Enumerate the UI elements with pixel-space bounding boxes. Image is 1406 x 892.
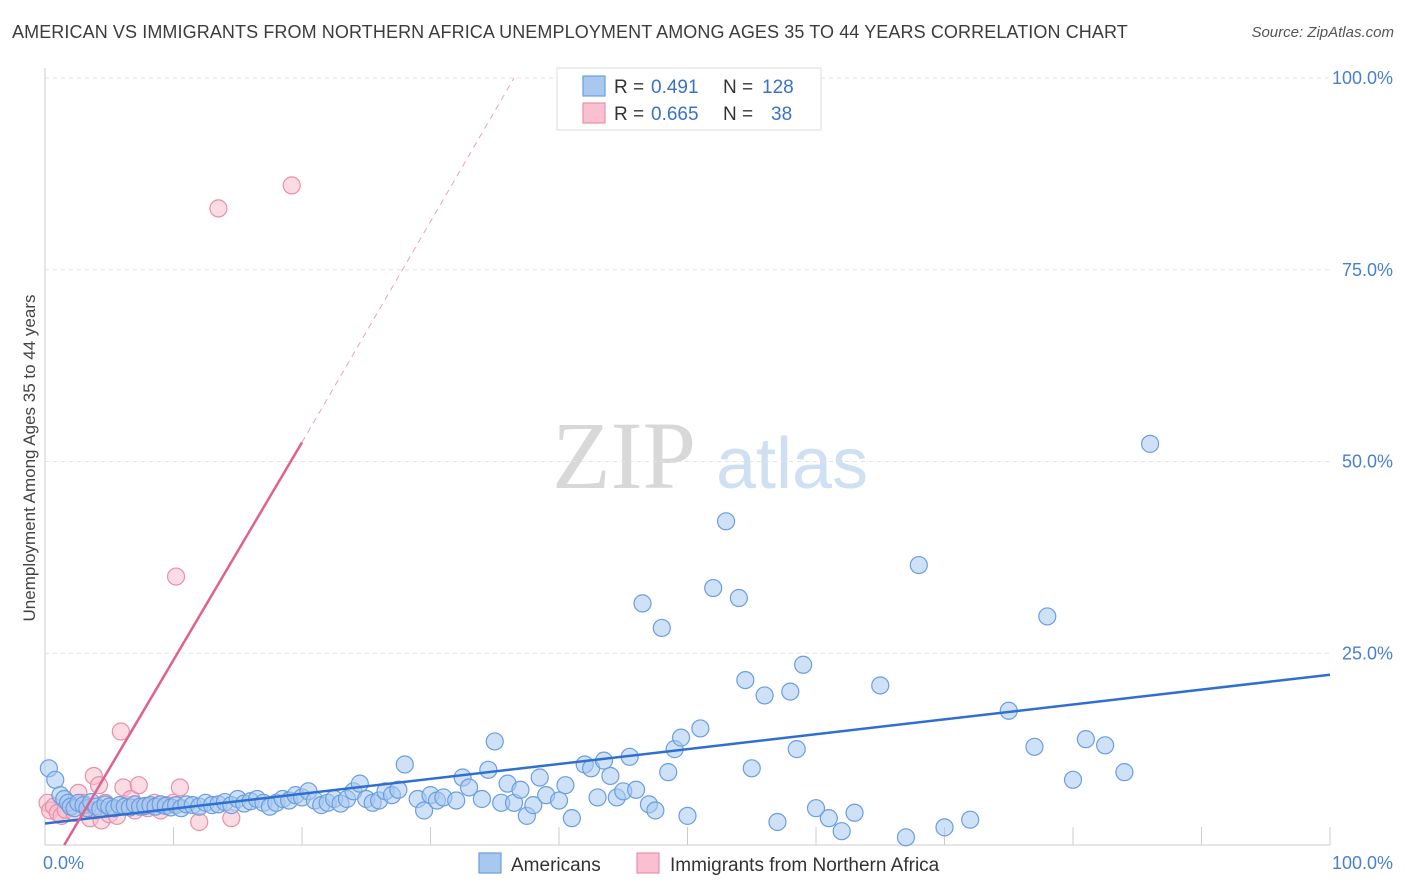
point-immigrants-35 [209,199,228,218]
point-americans-105 [716,512,736,531]
bottom-legend-label-immigrants: Immigrants from Northern Africa [670,855,940,876]
bottom-legend: Americans Immigrants from Northern Afric… [478,852,940,876]
trend-lines [44,77,1331,846]
x-tick-label-1: 100.0% [1332,853,1393,873]
point-americans-1 [46,770,65,789]
y-tick-labels: 25.0% 50.0% 75.0% 100.0% [1332,68,1393,663]
point-americans-122 [961,810,980,829]
point-americans-127 [1076,730,1095,749]
point-americans-111 [781,682,800,701]
legend-swatch-immigrants [582,102,606,124]
point-americans-71 [459,778,479,797]
point-americans-78 [511,780,530,799]
point-americans-95 [633,594,652,613]
y-tick-label-0: 25.0% [1342,643,1393,663]
bottom-legend-label-americans: Americans [511,855,601,876]
point-americans-101 [671,728,691,747]
point-americans-110 [768,812,787,832]
point-americans-65 [414,801,434,820]
point-immigrants-37 [282,176,301,195]
point-immigrants-32 [170,778,190,797]
point-americans-108 [742,759,761,778]
point-americans-98 [652,618,671,638]
bottom-legend-swatch-americans [478,852,502,874]
y-tick-label-3: 100.0% [1332,68,1393,88]
point-americans-83 [549,791,569,810]
y-axis-label: Unemployment Among Ages 35 to 44 years [20,295,39,622]
legend-n-label-immigrants: N = [723,104,753,125]
y-tick-label-2: 75.0% [1342,260,1393,280]
trend-line-immigrants [63,441,304,846]
point-americans-109 [755,686,774,705]
point-americans-74 [485,732,504,751]
point-americans-63 [395,755,414,774]
x-tick-label-0: 0.0% [43,853,84,873]
point-americans-118 [871,676,890,695]
point-americans-116 [832,822,851,841]
point-americans-115 [819,809,838,828]
trend-line-americans [44,673,1331,825]
x-tick-labels: 0.0% 100.0% [43,853,1393,873]
point-americans-69 [447,791,466,810]
point-americans-97 [646,801,665,820]
y-tick-label-1: 50.0% [1342,452,1393,472]
legend-r-value-americans: 0.491 [651,77,699,98]
watermark-zip: ZIP [552,402,696,509]
legend-r-label-immigrants: R = [614,104,644,125]
point-americans-90 [601,766,620,786]
point-americans-88 [588,788,607,807]
point-immigrants-25 [129,776,148,795]
point-americans-117 [845,803,864,822]
point-americans-80 [524,796,543,815]
legend-r-value-immigrants: 0.665 [651,104,699,125]
chart-title: AMERICAN VS IMMIGRANTS FROM NORTHERN AFR… [12,22,1128,42]
point-americans-72 [472,789,491,809]
point-immigrants-34 [190,812,209,832]
point-americans-126 [1063,770,1083,789]
data-points [38,176,1160,847]
point-americans-120 [909,555,928,575]
point-americans-103 [691,719,710,738]
source-label: Source: ZipAtlas.com [1251,24,1394,41]
point-americans-129 [1115,763,1134,782]
point-americans-62 [389,780,408,799]
point-americans-128 [1096,736,1115,755]
point-americans-99 [659,763,678,782]
watermark-atlas: atlas [716,424,868,504]
point-americans-106 [729,588,749,608]
point-americans-130 [1140,434,1160,453]
legend-n-label-americans: N = [723,77,753,98]
point-americans-113 [794,655,813,674]
point-americans-85 [562,809,581,828]
legend-n-value-immigrants: 38 [771,104,792,125]
watermark: ZIP atlas [552,402,868,509]
point-americans-124 [1025,737,1044,756]
point-americans-102 [678,806,697,825]
point-americans-114 [806,799,826,818]
grid [45,77,1330,654]
point-immigrants-33 [166,567,186,586]
point-americans-81 [530,768,549,787]
point-americans-125 [1038,607,1057,626]
point-americans-73 [479,760,498,779]
point-immigrants-20 [111,722,130,741]
legend-r-label-americans: R = [614,77,644,98]
legend-swatch-americans [582,75,606,97]
bottom-legend-swatch-immigrants [636,852,660,874]
point-americans-56 [350,774,369,793]
legend: R = 0.491 N = 128 R = 0.665 N = 38 [556,67,822,131]
point-americans-84 [556,776,575,795]
point-americans-121 [935,818,954,837]
legend-n-value-americans: 128 [762,77,794,98]
point-americans-112 [787,740,806,759]
point-americans-107 [736,670,755,690]
point-americans-104 [704,578,723,598]
trend-line-immigrants-extension [301,77,515,443]
point-americans-119 [896,828,916,847]
point-americans-94 [626,780,646,799]
